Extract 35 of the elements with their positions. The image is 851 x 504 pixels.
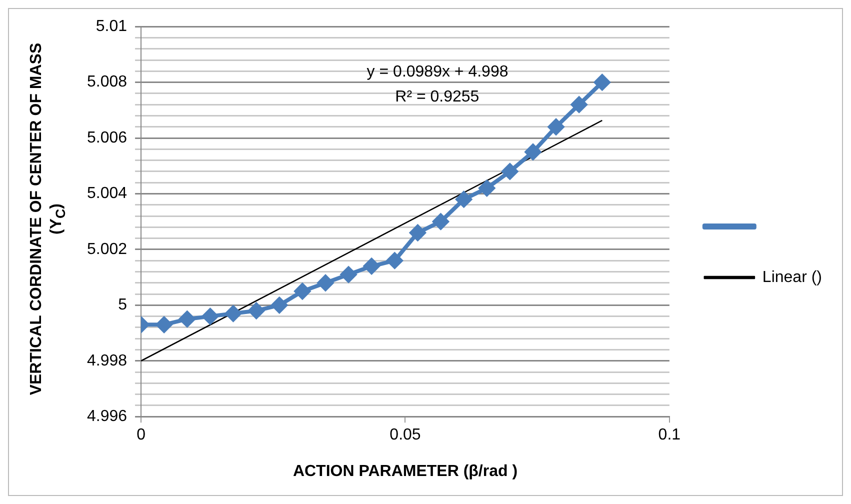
- x-tick-label: 0.1: [658, 426, 681, 444]
- point: [571, 96, 588, 113]
- point: [594, 74, 610, 90]
- point: [318, 274, 334, 291]
- annotation: y = 0.0989x + 4.998: [366, 64, 508, 81]
- y-tick-label: 5.004: [86, 185, 128, 202]
- point: [179, 311, 196, 328]
- y-tick-label: 5.002: [86, 240, 128, 258]
- point: [456, 191, 472, 208]
- point: [294, 283, 310, 300]
- y-tick-label: 5: [118, 296, 128, 314]
- point: [432, 214, 449, 230]
- point: [271, 297, 288, 314]
- point: [364, 258, 380, 274]
- y-tick-label: 5.008: [86, 74, 128, 91]
- annotation: R² = 0.9255: [395, 88, 480, 106]
- x-tick-label: 0.05: [390, 426, 421, 444]
- y-tick-label: 5.006: [86, 129, 128, 146]
- point: [202, 308, 218, 324]
- point: [548, 118, 564, 135]
- point: [524, 144, 541, 160]
- x-axis-title: ACTION PARAMETER (β/rad ): [292, 462, 518, 480]
- point: [340, 266, 357, 283]
- y-tick-label: 4.998: [86, 352, 128, 370]
- point: [386, 252, 403, 269]
- point: [225, 306, 242, 322]
- point: [156, 316, 172, 333]
- legend-label: Linear (): [762, 268, 822, 286]
- point: [248, 302, 264, 319]
- point: [502, 163, 518, 180]
- x-tick-label: 0: [136, 426, 146, 444]
- point: [478, 180, 495, 196]
- y-tick-label: 5.01: [96, 18, 128, 36]
- y-tick-label: 4.996: [86, 408, 128, 426]
- point: [410, 224, 426, 241]
